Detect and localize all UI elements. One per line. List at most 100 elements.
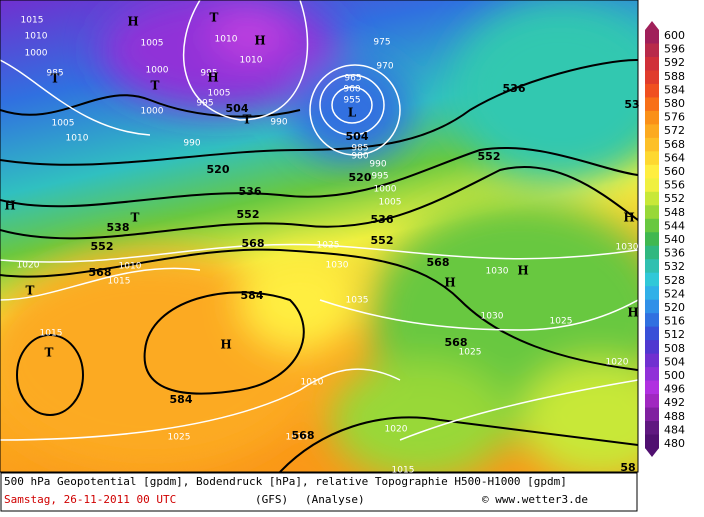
legend-label: 580 <box>664 97 685 110</box>
isobar-label: 1030 <box>486 267 509 277</box>
isobar-label: 1005 <box>141 39 164 49</box>
isobar-label: 1025 <box>168 433 191 443</box>
legend-label: 504 <box>664 355 685 368</box>
color-legend: 6005965925885845805765725685645605565525… <box>645 21 685 457</box>
isobar-label: 1025 <box>550 317 573 327</box>
legend-swatch <box>645 421 659 436</box>
legend-swatch <box>645 326 659 341</box>
map-background <box>0 0 638 472</box>
geopotential-label: 552 <box>478 150 501 163</box>
isobar-label: 1005 <box>379 198 402 208</box>
isobar-label: 995 <box>196 99 213 109</box>
geopotential-label: 504 <box>226 102 249 115</box>
legend-swatch <box>645 124 659 139</box>
legend-swatch <box>645 299 659 314</box>
footer-run: (Analyse) <box>305 493 365 506</box>
isobar-label: 1010 <box>119 262 142 272</box>
isobar-label: 955 <box>343 96 360 106</box>
isobar-label: 970 <box>376 62 393 72</box>
legend-swatch <box>645 340 659 355</box>
legend-label: 544 <box>664 219 685 232</box>
isobar-label: 985 <box>351 144 368 154</box>
legend-arrow-bottom <box>645 448 659 457</box>
geopotential-label: 536 <box>239 185 262 198</box>
legend-label: 588 <box>664 70 685 83</box>
isobar-label: 1030 <box>616 243 639 253</box>
legend-label: 524 <box>664 287 685 300</box>
legend-label: 532 <box>664 260 685 273</box>
legend-swatch <box>645 286 659 301</box>
legend-swatch <box>645 245 659 260</box>
legend-label: 564 <box>664 151 685 164</box>
isobar-label: 985 <box>46 69 63 79</box>
legend-swatch <box>645 97 659 112</box>
legend-label: 584 <box>664 83 685 96</box>
isobar-label: 1020 <box>606 358 629 368</box>
footer-date: Samstag, 26-11-2011 00 UTC <box>4 493 176 506</box>
legend-label: 560 <box>664 165 685 178</box>
legend-swatch <box>645 191 659 206</box>
legend-label: 548 <box>664 206 685 219</box>
isobar-label: 1020 <box>385 425 408 435</box>
pressure-center: H <box>623 211 634 225</box>
legend-swatch <box>645 272 659 287</box>
legend-swatch <box>645 313 659 328</box>
pressure-center: H <box>220 338 231 352</box>
pressure-center: T <box>151 79 160 93</box>
isobar-label: 1000 <box>146 66 169 76</box>
isobar-label: 1000 <box>141 107 164 117</box>
isobar-label: 1015 <box>40 329 63 339</box>
isobar-label: 980 <box>351 152 368 162</box>
isobar-label: 1005 <box>208 89 231 99</box>
pressure-center: T <box>131 211 140 225</box>
pressure-center: T <box>243 113 252 127</box>
legend-label: 572 <box>664 124 685 137</box>
isobar-label: 1015 <box>108 277 131 287</box>
isobar-label: 1025 <box>317 241 340 251</box>
isobar-label: 1020 <box>17 261 40 271</box>
legend-label: 536 <box>664 247 685 260</box>
legend-label: 528 <box>664 274 685 287</box>
legend-label: 596 <box>664 43 685 56</box>
isobar-label: 1015 <box>392 466 415 476</box>
legend-swatch <box>645 164 659 179</box>
legend-swatch <box>645 151 659 166</box>
legend-label: 540 <box>664 233 685 246</box>
legend-label: 500 <box>664 369 685 382</box>
legend-label: 492 <box>664 396 685 409</box>
geopotential-label: 504 <box>346 130 369 143</box>
legend-swatch <box>645 30 659 44</box>
isobar-label: 965 <box>344 74 361 84</box>
isobar-label: 995 <box>371 172 388 182</box>
pressure-center: H <box>207 71 218 85</box>
geopotential-label: 538 <box>107 221 130 234</box>
isobar-label: 990 <box>270 118 287 128</box>
isobar-label: 1010 <box>215 35 238 45</box>
pressure-center: H <box>254 34 265 48</box>
isobar-label: 1005 <box>52 119 75 129</box>
geopotential-label: 584 <box>170 393 193 406</box>
geopotential-label: 536 <box>371 213 394 226</box>
legend-swatch <box>645 110 659 125</box>
legend-swatch <box>645 367 659 382</box>
legend-label: 592 <box>664 56 685 69</box>
isobar-label: 1010 <box>286 433 309 443</box>
legend-swatch <box>645 232 659 247</box>
legend-swatch <box>645 259 659 274</box>
legend-label: 520 <box>664 301 685 314</box>
geopotential-label: 58 <box>620 461 635 474</box>
geopotential-label: 568 <box>445 336 468 349</box>
legend-swatch <box>645 205 659 220</box>
geopotential-label: 520 <box>349 171 372 184</box>
geopotential-label: 568 <box>427 256 450 269</box>
isobar-label: 1010 <box>301 378 324 388</box>
footer-frame <box>0 472 638 512</box>
map-frame <box>0 0 639 473</box>
legend-arrow-top <box>645 21 659 30</box>
geopotential-label: 584 <box>241 289 264 302</box>
legend-swatch <box>645 56 659 71</box>
geopotential-label: 552 <box>91 240 114 253</box>
isobar-label: 1010 <box>66 134 89 144</box>
